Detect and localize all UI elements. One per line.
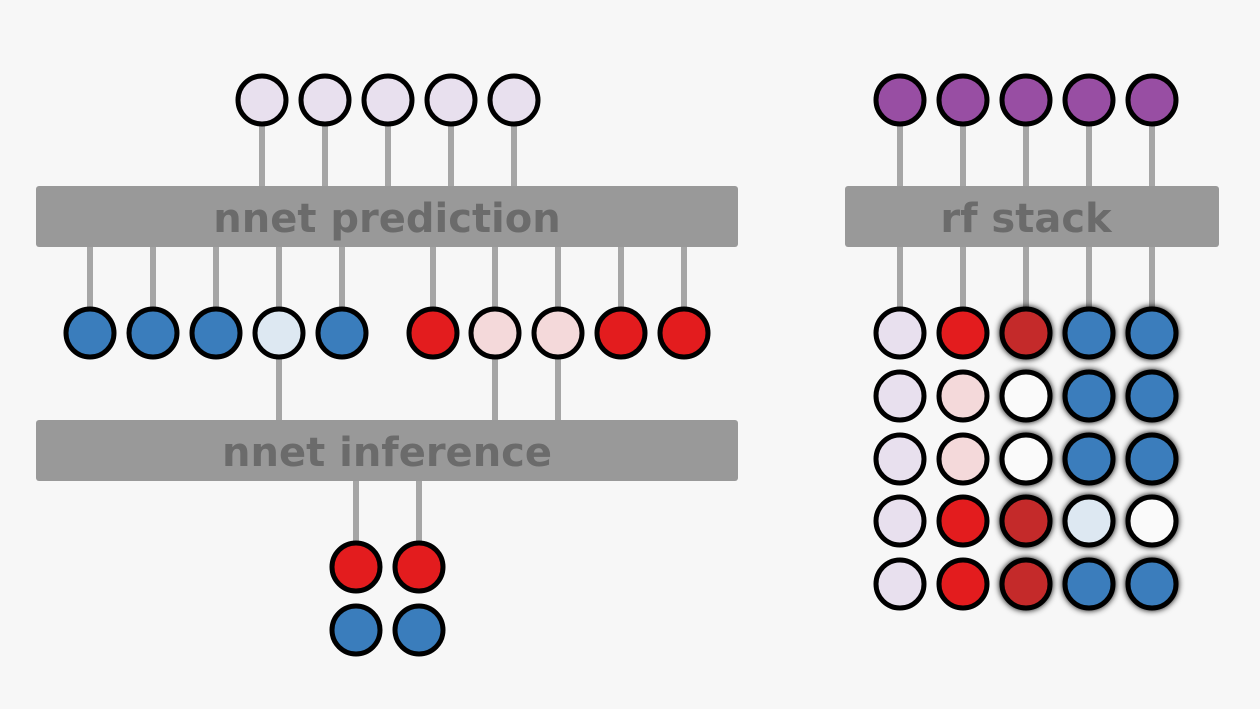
- right-stack-node: [1125, 494, 1179, 548]
- left-inference-node: [329, 540, 383, 594]
- right-stack-node: [1062, 557, 1116, 611]
- right-stack-node: [873, 432, 927, 486]
- left-prediction-node: [657, 306, 711, 360]
- right-stack-node: [873, 494, 927, 548]
- right-stack-node: [1125, 369, 1179, 423]
- right-stack-node: [999, 306, 1053, 360]
- right-stack-node: [936, 557, 990, 611]
- right-stack-node: [999, 432, 1053, 486]
- node-circles: [63, 73, 1179, 657]
- right-input-node: [1125, 73, 1179, 127]
- right-input-node: [1062, 73, 1116, 127]
- left-prediction-node: [63, 306, 117, 360]
- right-stack-node: [936, 494, 990, 548]
- left-input-node: [298, 73, 352, 127]
- right-stack-node: [936, 306, 990, 360]
- right-stack-node: [1062, 369, 1116, 423]
- left-input-node: [235, 73, 289, 127]
- connector-lines: [87, 124, 1155, 543]
- rf-stack-label: rf stack: [940, 196, 1113, 242]
- left-inference-node: [392, 603, 446, 657]
- right-stack-node: [873, 306, 927, 360]
- right-stack-node: [999, 494, 1053, 548]
- left-prediction-node: [315, 306, 369, 360]
- right-stack-node: [936, 432, 990, 486]
- left-prediction-node: [252, 306, 306, 360]
- left-input-node: [424, 73, 478, 127]
- right-stack-node: [1125, 432, 1179, 486]
- nnet-inference-label: nnet inference: [222, 430, 552, 476]
- left-prediction-node: [468, 306, 522, 360]
- right-stack-node: [1062, 306, 1116, 360]
- right-stack-node: [936, 369, 990, 423]
- left-inference-node: [392, 540, 446, 594]
- left-prediction-node: [531, 306, 585, 360]
- right-input-node: [873, 73, 927, 127]
- right-stack-node: [1062, 432, 1116, 486]
- right-input-node: [999, 73, 1053, 127]
- nnet-prediction-box: nnet prediction: [36, 186, 738, 247]
- right-stack-node: [1125, 306, 1179, 360]
- right-stack-node: [999, 369, 1053, 423]
- nnet-prediction-label: nnet prediction: [213, 196, 560, 242]
- left-prediction-node: [189, 306, 243, 360]
- left-prediction-node: [594, 306, 648, 360]
- left-input-node: [361, 73, 415, 127]
- rf-stack-box: rf stack: [845, 186, 1219, 247]
- right-stack-node: [999, 557, 1053, 611]
- left-inference-node: [329, 603, 383, 657]
- right-stack-node: [873, 557, 927, 611]
- right-stack-node: [1125, 557, 1179, 611]
- left-prediction-node: [126, 306, 180, 360]
- nnet-inference-box: nnet inference: [36, 420, 738, 481]
- right-stack-node: [873, 369, 927, 423]
- left-prediction-node: [406, 306, 460, 360]
- left-input-node: [487, 73, 541, 127]
- right-input-node: [936, 73, 990, 127]
- right-stack-node: [1062, 494, 1116, 548]
